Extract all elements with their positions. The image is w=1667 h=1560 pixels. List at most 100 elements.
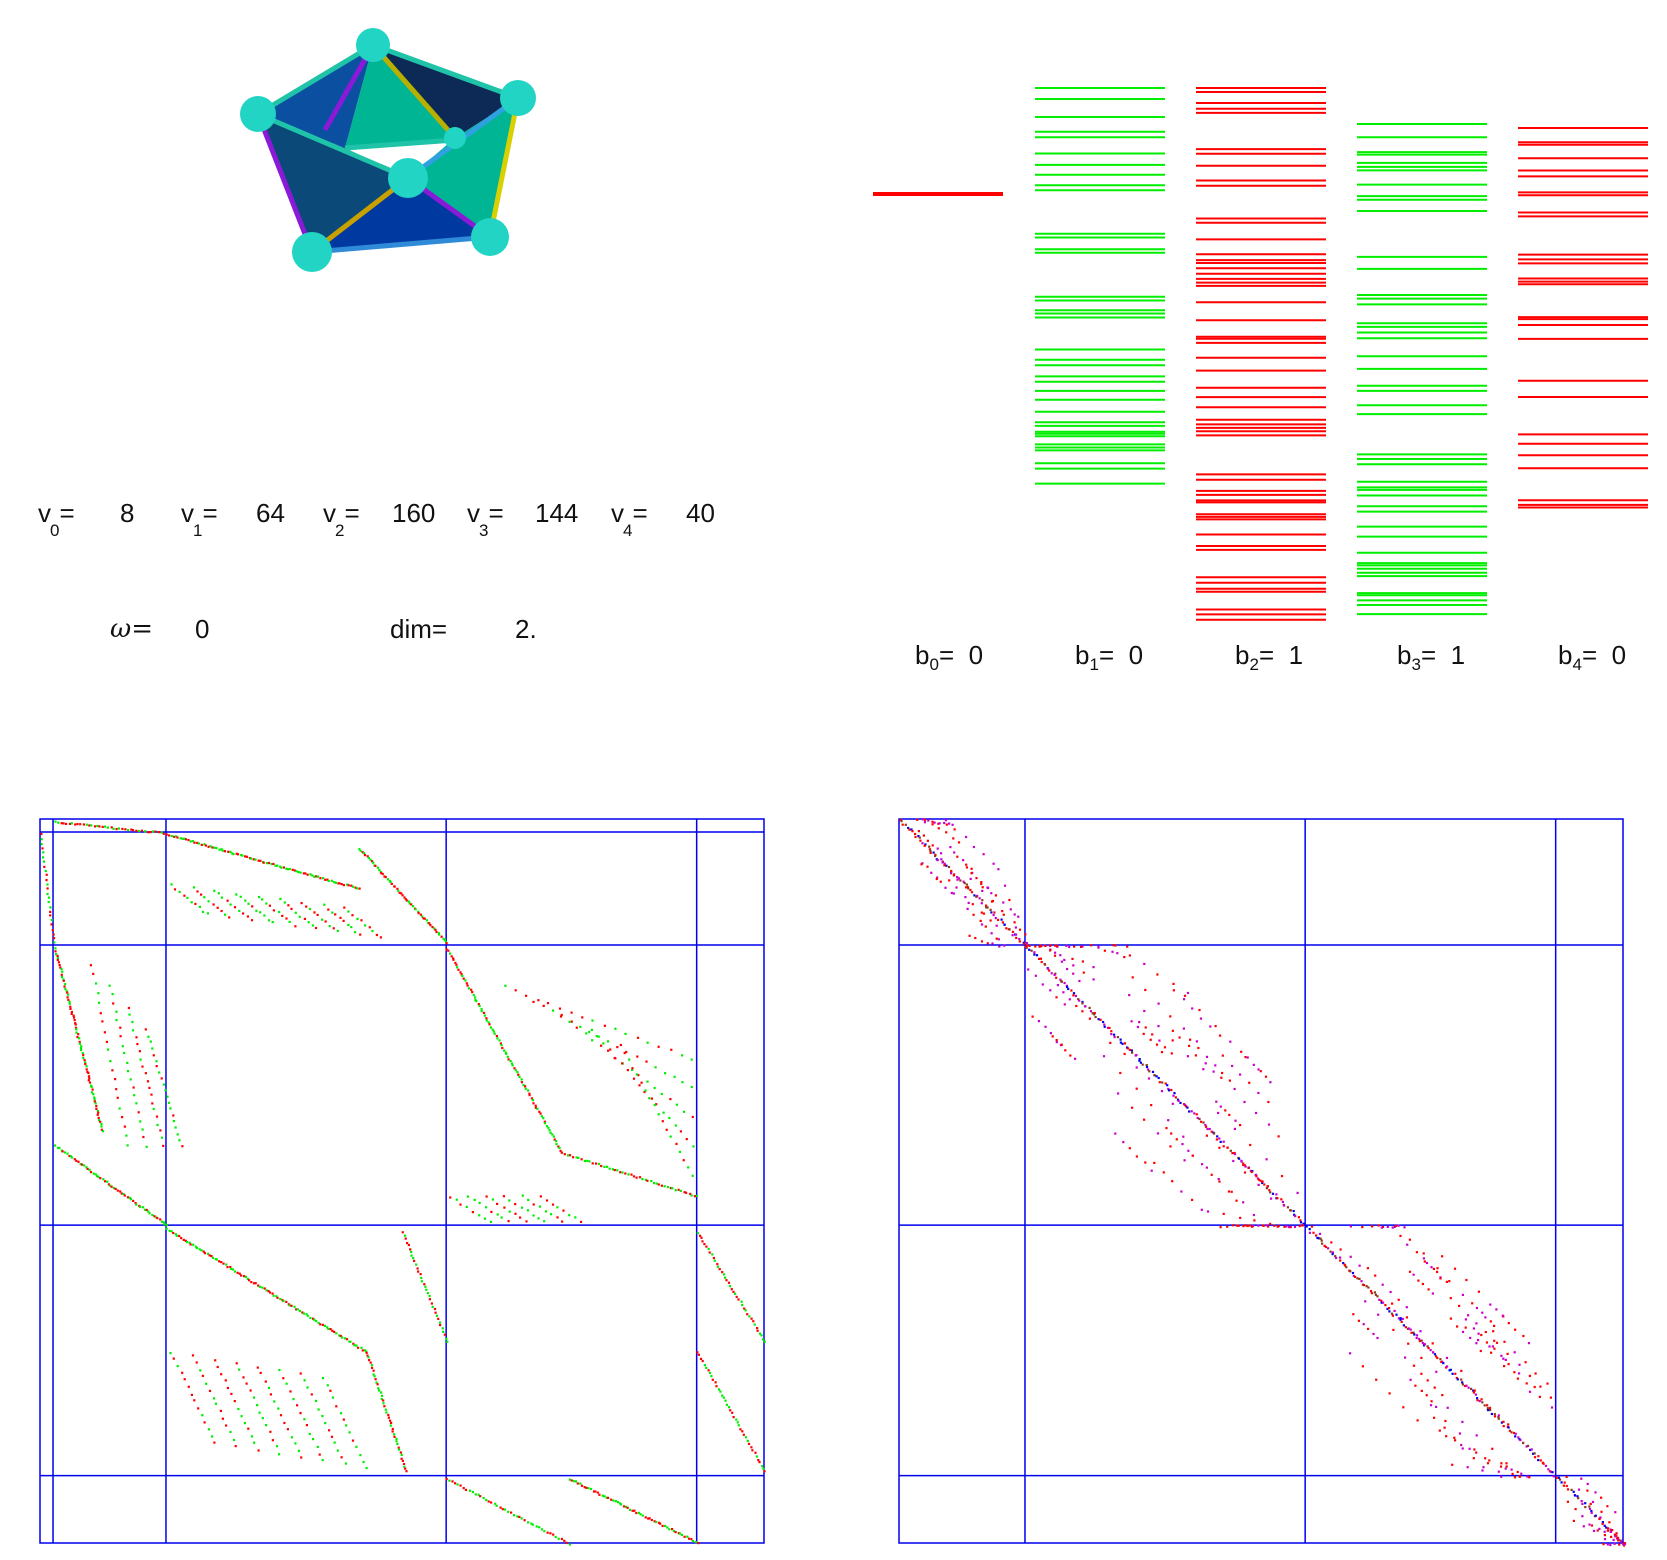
matrix-entry: [754, 1451, 757, 1454]
matrix-entries: [40, 820, 766, 1546]
matrix-entry: [360, 919, 363, 922]
matrix-entry: [60, 968, 63, 971]
matrix-entry: [343, 906, 346, 909]
matrix-entry: [1181, 1143, 1184, 1146]
matrix-entry: [1174, 1096, 1177, 1099]
matrix-entry: [537, 999, 540, 1002]
matrix-entry: [213, 889, 216, 892]
matrix-entry: [203, 843, 206, 846]
matrix-entry: [1038, 957, 1041, 960]
matrix-entry: [464, 1488, 468, 1491]
matrix-entry: [345, 1424, 348, 1427]
matrix-entry: [1603, 1530, 1606, 1533]
betti-3: b3= 1: [1397, 640, 1466, 674]
matrix-entry: [557, 1537, 560, 1540]
matrix-entry: [1242, 1201, 1245, 1204]
matrix-entry: [677, 1532, 680, 1535]
matrix-entry: [1474, 1393, 1477, 1396]
matrix-entry: [1516, 1377, 1519, 1380]
matrix-entry: [730, 1288, 733, 1291]
matrix-entry: [532, 1214, 535, 1217]
matrix-entry: [512, 1514, 516, 1517]
matrix-entry: [267, 1290, 270, 1293]
matrix-entry: [1461, 1330, 1465, 1333]
matrix-entry: [1077, 998, 1080, 1001]
matrix-entry: [1255, 1175, 1258, 1178]
matrix-entry: [361, 851, 364, 854]
matrix-entry: [1169, 1145, 1172, 1148]
matrix-entry: [1242, 1225, 1245, 1228]
matrix-entry: [1215, 1138, 1218, 1141]
matrix-entry: [1267, 1225, 1270, 1228]
matrix-entry: [997, 868, 1000, 871]
matrix-entry: [1429, 1404, 1433, 1407]
matrix-entry: [449, 1196, 452, 1199]
matrix-entry: [133, 1094, 136, 1097]
matrix-entry: [452, 958, 455, 961]
matrix-entry: [626, 1069, 629, 1072]
matrix-entry: [518, 1075, 521, 1078]
matrix-entry: [1089, 1010, 1093, 1013]
matrix-entry: [1391, 1226, 1394, 1229]
matrix-entry: [322, 877, 325, 880]
matrix-entry: [1491, 1345, 1494, 1348]
matrix-entry: [1302, 1222, 1305, 1225]
matrix-entry: [712, 1256, 715, 1260]
matrix-entry: [229, 903, 232, 906]
matrix-entry: [523, 1519, 526, 1522]
matrix-entry: [57, 961, 60, 964]
matrix-entry: [522, 1084, 525, 1087]
matrix-entry: [740, 1300, 743, 1303]
matrix-entry: [600, 1044, 603, 1047]
matrix-entry: [220, 848, 223, 851]
matrix-entry: [516, 1071, 519, 1074]
matrix-entry: [1404, 1356, 1407, 1359]
matrix-entry: [365, 1351, 368, 1354]
matrix-entry: [1484, 1457, 1487, 1460]
matrix-entry: [1214, 1025, 1217, 1028]
matrix-entry: [272, 862, 275, 866]
matrix-entry: [135, 1036, 138, 1039]
matrix-entry: [1054, 951, 1057, 954]
matrix-entry: [1514, 1435, 1517, 1438]
matrix-entry: [1594, 1491, 1597, 1494]
matrix-entry: [459, 1484, 462, 1487]
matrix-entry: [1186, 991, 1190, 995]
matrix-entry: [155, 1115, 159, 1118]
matrix-entry: [1246, 1056, 1249, 1059]
matrix-entry: [141, 1128, 144, 1131]
matrix-entry: [1008, 928, 1011, 931]
matrix-entry: [454, 961, 457, 964]
matrix-entry: [434, 1311, 437, 1314]
matrix-entry: [258, 1285, 262, 1288]
matrix-entry: [1054, 944, 1057, 947]
matrix-entry: [671, 1187, 674, 1190]
matrix-entry: [231, 852, 234, 855]
matrix-entry: [165, 1224, 168, 1227]
matrix-entry: [272, 909, 275, 912]
matrix-entry: [90, 824, 93, 827]
matrix-entry: [1013, 913, 1016, 916]
matrix-entry: [356, 887, 359, 890]
matrix-entry: [1435, 1370, 1438, 1373]
matrix-entry: [1397, 1298, 1400, 1301]
matrix-entry: [170, 1230, 173, 1233]
matrix-entry: [1377, 1313, 1380, 1316]
matrix-entry: [365, 1467, 368, 1470]
matrix-entry: [1034, 974, 1037, 977]
matrix-entry: [699, 1234, 702, 1237]
matrix-entry: [1486, 1404, 1489, 1407]
matrix-entry: [1001, 910, 1004, 913]
matrix-entry: [1214, 1064, 1217, 1067]
matrix-entry: [1265, 1224, 1268, 1227]
matrix-entry: [233, 906, 237, 909]
matrix-entry: [87, 1075, 91, 1078]
matrix-entry: [728, 1406, 731, 1409]
matrix-entry: [330, 1435, 334, 1438]
matrix-entry: [1288, 1225, 1291, 1229]
matrix-entry: [568, 1020, 571, 1023]
matrix-entry: [953, 851, 956, 854]
matrix-entry: [1518, 1475, 1521, 1478]
matrix-entry: [1603, 1534, 1606, 1537]
matrix-entry: [1574, 1508, 1577, 1511]
